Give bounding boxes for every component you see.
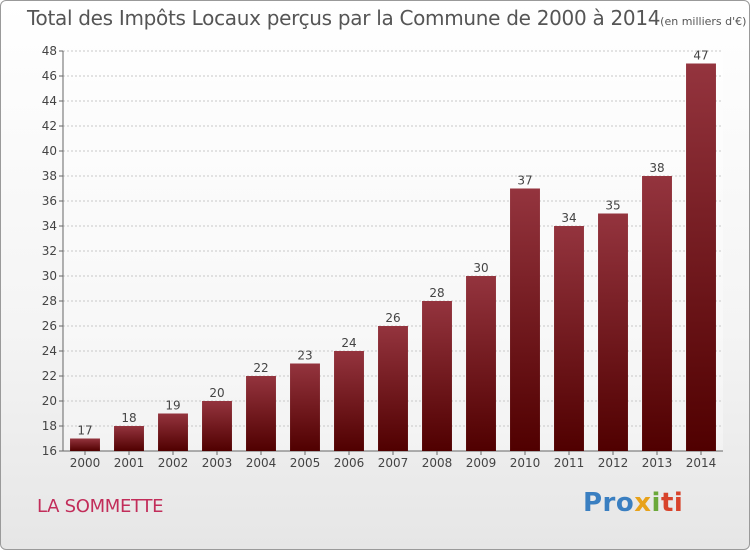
x-tick-label: 2000 <box>70 456 101 470</box>
y-tick-label: 34 <box>42 219 57 233</box>
bar <box>246 376 276 451</box>
x-tick-label: 2001 <box>114 456 145 470</box>
bar <box>466 276 496 451</box>
data-label: 23 <box>297 349 312 363</box>
y-tick-label: 30 <box>42 269 57 283</box>
data-label: 37 <box>517 174 532 188</box>
y-tick-label: 40 <box>42 144 57 158</box>
x-tick-label: 2002 <box>158 456 189 470</box>
bar <box>290 363 320 451</box>
bar <box>642 176 672 451</box>
y-tick-label: 48 <box>42 44 57 58</box>
data-label: 19 <box>165 399 180 413</box>
bar <box>554 226 584 451</box>
data-label: 47 <box>693 49 708 63</box>
proxiti-logo: Proxiti <box>583 488 683 518</box>
data-label: 22 <box>253 361 268 375</box>
logo-part: Pro <box>583 488 635 518</box>
chart-unit: (en milliers d'€) <box>660 15 747 28</box>
x-tick-label: 2011 <box>554 456 585 470</box>
data-label: 18 <box>121 411 136 425</box>
x-tick-label: 2006 <box>334 456 365 470</box>
bar <box>70 438 100 451</box>
bar <box>334 351 364 451</box>
bar <box>114 426 144 451</box>
bar <box>686 63 716 451</box>
data-label: 34 <box>561 211 576 225</box>
y-tick-label: 44 <box>42 94 57 108</box>
data-label: 28 <box>429 286 444 300</box>
x-tick-label: 2013 <box>642 456 673 470</box>
y-tick-label: 42 <box>42 119 57 133</box>
bar <box>422 301 452 451</box>
logo-part: i <box>651 488 661 518</box>
data-label: 17 <box>77 424 92 438</box>
x-tick-label: 2010 <box>510 456 541 470</box>
data-label: 38 <box>649 161 664 175</box>
data-label: 30 <box>473 261 488 275</box>
y-tick-label: 28 <box>42 294 57 308</box>
bar <box>510 188 540 451</box>
x-tick-label: 2007 <box>378 456 409 470</box>
y-tick-label: 26 <box>42 319 57 333</box>
data-label: 26 <box>385 311 400 325</box>
y-tick-label: 24 <box>42 344 57 358</box>
y-tick-label: 38 <box>42 169 57 183</box>
x-tick-label: 2012 <box>598 456 629 470</box>
x-tick-label: 2009 <box>466 456 497 470</box>
logo-part: x <box>634 488 652 518</box>
y-tick-label: 46 <box>42 69 57 83</box>
logo-part: ti <box>660 488 684 518</box>
bar <box>378 326 408 451</box>
data-label: 35 <box>605 199 620 213</box>
y-tick-label: 36 <box>42 194 57 208</box>
data-label: 24 <box>341 336 356 350</box>
y-tick-label: 20 <box>42 394 57 408</box>
bar <box>598 213 628 451</box>
bar <box>202 401 232 451</box>
y-tick-label: 22 <box>42 369 57 383</box>
commune-name: LA SOMMETTE <box>37 496 164 517</box>
y-tick-label: 16 <box>42 444 57 458</box>
bar <box>158 413 188 451</box>
chart-title: Total des Impôts Locaux perçus par la Co… <box>27 6 746 30</box>
chart-title-text: Total des Impôts Locaux perçus par la Co… <box>27 6 661 30</box>
x-tick-label: 2005 <box>290 456 321 470</box>
x-tick-label: 2004 <box>246 456 277 470</box>
x-tick-label: 2008 <box>422 456 453 470</box>
x-tick-label: 2003 <box>202 456 233 470</box>
y-tick-label: 32 <box>42 244 57 258</box>
x-tick-label: 2014 <box>686 456 717 470</box>
data-label: 20 <box>209 386 224 400</box>
y-tick-label: 18 <box>42 419 57 433</box>
